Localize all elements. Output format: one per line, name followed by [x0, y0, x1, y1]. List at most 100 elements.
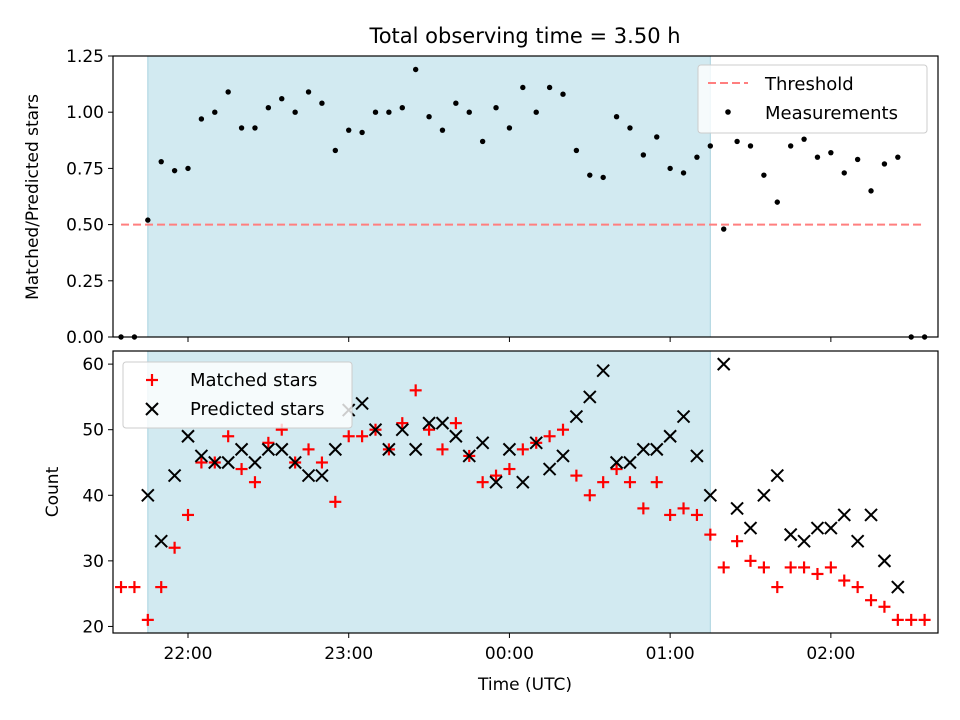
predicted-star-point — [382, 442, 396, 457]
measurement-point — [386, 109, 392, 115]
predicted-star-point — [690, 449, 704, 463]
measurement-point — [868, 188, 874, 194]
x-axis-label: Time (UTC) — [477, 675, 572, 695]
y-tick-label: 50 — [82, 421, 104, 441]
x-tick-label: 00:00 — [485, 644, 534, 664]
measurement-point — [627, 125, 633, 131]
matched-star-point — [918, 613, 931, 626]
predicted-star-point — [663, 429, 677, 443]
matched-star-point — [503, 463, 516, 476]
predicted-star-point — [797, 534, 811, 548]
matched-star-point — [356, 430, 369, 443]
measurement-point — [801, 136, 807, 142]
y-tick-label: 0.50 — [66, 216, 104, 236]
top-x-ticks — [187, 337, 832, 342]
predicted-star-point — [208, 455, 222, 470]
top-y-label: Matched/Predicted stars — [23, 94, 43, 300]
y-tick-label: 40 — [82, 486, 104, 506]
matched-star-point — [396, 417, 409, 430]
matched-star-point — [329, 495, 342, 508]
predicted-star-point — [556, 449, 570, 463]
measurement-point — [412, 66, 419, 73]
predicted-star-point — [877, 554, 892, 568]
matched-star-point — [222, 430, 235, 443]
predicted-star-point — [288, 455, 302, 470]
predicted-star-point — [154, 534, 168, 548]
matched-stars-points — [115, 384, 931, 626]
predicted-star-point — [569, 409, 584, 424]
predicted-star-point — [328, 442, 343, 457]
top-legend-box — [697, 64, 928, 134]
matched-star-point — [195, 456, 208, 469]
matched-star-point — [905, 613, 918, 626]
matched-star-point — [664, 508, 677, 521]
matched-star-point — [570, 469, 583, 482]
predicted-stars-legend-swatch — [145, 402, 159, 416]
predicted-star-point — [355, 396, 369, 411]
predicted-star-point — [435, 416, 450, 430]
matched-star-point — [476, 476, 489, 489]
matched-star-point — [717, 561, 730, 574]
measurement-point — [171, 167, 178, 174]
measurement-point — [439, 127, 446, 133]
bottom-axes-frame — [112, 350, 939, 634]
measurement-point — [399, 105, 405, 111]
measurement-point — [680, 170, 687, 176]
measurement-point — [145, 217, 151, 223]
matched-star-point — [610, 463, 623, 476]
predicted-star-point — [783, 527, 798, 542]
measurement-point — [225, 89, 231, 95]
matched-star-point — [851, 581, 864, 594]
measurement-point — [640, 152, 647, 158]
matched-star-point — [141, 613, 154, 626]
measurement-point — [667, 165, 673, 172]
predicted-star-point — [850, 534, 865, 548]
matched-star-point — [182, 508, 194, 521]
predicted-star-point — [275, 442, 289, 457]
predicted-star-point — [315, 468, 329, 483]
top-axes-frame — [112, 55, 939, 338]
predicted-star-point — [824, 521, 838, 535]
y-tick-label: 60 — [82, 355, 104, 375]
predicted-star-point — [462, 449, 476, 463]
x-tick-label: 23:00 — [324, 644, 373, 664]
predicted-star-point — [676, 409, 691, 424]
predicted-star-point — [194, 449, 209, 463]
top-points — [118, 66, 928, 340]
matched-star-point — [637, 502, 650, 515]
measurement-point — [198, 116, 205, 122]
measurement-point — [560, 91, 566, 97]
predicted-star-point — [837, 508, 851, 522]
measurement-point — [252, 125, 258, 131]
y-tick-label: 0.75 — [66, 159, 104, 179]
predicted-star-point — [650, 442, 664, 457]
matched-star-point — [168, 541, 181, 554]
measurement-point — [305, 89, 312, 95]
matched-star-point — [878, 600, 891, 613]
measurement-point — [493, 105, 499, 111]
predicted-stars-points — [141, 357, 905, 594]
matched-star-point — [798, 561, 811, 574]
y-tick-label: 1.00 — [66, 103, 104, 123]
matched-star-point — [342, 430, 355, 443]
matched-star-point — [838, 574, 851, 587]
matched-star-point — [155, 581, 168, 594]
bottom-legend-box — [122, 361, 353, 429]
matched-star-point — [516, 443, 529, 456]
measurement-point — [587, 172, 593, 178]
top-legend: Threshold Measurements — [697, 64, 928, 134]
measurement-point — [694, 154, 700, 160]
predicted-star-point — [757, 488, 771, 502]
predicted-star-point — [368, 422, 383, 437]
measurement-point — [506, 125, 513, 131]
predicted-star-point — [516, 475, 530, 489]
matched-star-point — [704, 528, 717, 541]
matched-star-point — [597, 476, 610, 489]
bottom-y-ticks: 20 30 40 50 60 — [82, 355, 113, 637]
matched-star-point — [865, 594, 878, 607]
threshold-legend-label: Threshold — [764, 74, 854, 95]
matched-star-point — [436, 443, 449, 456]
y-tick-label: 0.25 — [66, 272, 104, 292]
measurements-legend-label: Measurements — [765, 103, 898, 124]
